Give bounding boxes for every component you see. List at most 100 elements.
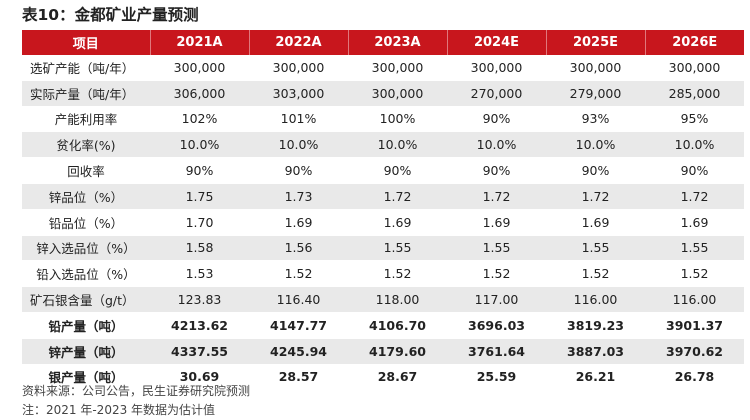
header-2025e: 2025E: [545, 30, 645, 55]
table-cell: 90%: [348, 157, 447, 184]
table-cell: 3819.23: [546, 312, 645, 339]
table-cell: 303,000: [249, 80, 348, 107]
table-row: 矿石银含量（g/t） 123.83 116.40 118.00 117.00 116.00…: [22, 286, 744, 313]
table-cell: 10.0%: [645, 131, 744, 159]
table-cell: 1.52: [546, 260, 645, 288]
row-label: 锌入选品位（%）: [22, 235, 150, 262]
table-cell: 28.67: [348, 364, 447, 391]
table-cell: 102%: [150, 106, 249, 133]
table-cell: 4147.77: [249, 312, 348, 339]
table-cell: 28.57: [249, 364, 348, 391]
row-label: 铅入选品位（%）: [22, 260, 150, 288]
table-cell: 26.21: [546, 364, 645, 391]
table-cell: 1.72: [348, 183, 447, 210]
table-cell: 93%: [546, 106, 645, 133]
table-cell: 1.55: [645, 235, 744, 262]
table-cell: 3887.03: [546, 338, 645, 365]
table-row: 锌入选品位（%） 1.58 1.56 1.55 1.55 1.55 1.55: [22, 235, 744, 262]
table-row: 银产量（吨） 30.69 28.57 28.67 25.59 26.21 26.78: [22, 364, 744, 391]
table-cell: 118.00: [348, 286, 447, 313]
table-cell: 1.72: [645, 183, 744, 210]
table-cell: 300,000: [546, 55, 645, 81]
table-cell: 4245.94: [249, 338, 348, 365]
table-row: 实际产量（吨/年） 306,000 303,000 300,000 270,000 279…: [22, 80, 744, 107]
estimate-note: 注：2021 年-2023 年数据为估计值: [22, 403, 216, 417]
table-cell: 100%: [348, 106, 447, 133]
table-row: 产能利用率 102% 101% 100% 90% 93% 95%: [22, 106, 744, 133]
table-row: 铅入选品位（%） 1.53 1.52 1.52 1.52 1.52 1.52: [22, 260, 744, 288]
header-item: 项目: [22, 30, 150, 55]
table-cell: 1.70: [150, 209, 249, 236]
table-cell: 4337.55: [150, 338, 249, 365]
header-2023a: 2023A: [347, 30, 447, 55]
row-label: 铅产量（吨）: [22, 312, 150, 339]
header-2024e: 2024E: [446, 30, 546, 55]
table-cell: 10.0%: [150, 131, 249, 159]
table-cell: 270,000: [447, 80, 546, 107]
table-cell: 1.58: [150, 235, 249, 262]
table-cell: 90%: [447, 106, 546, 133]
table-cell: 1.69: [249, 209, 348, 236]
table-cell: 3696.03: [447, 312, 546, 339]
row-label: 产能利用率: [22, 106, 150, 133]
table-cell: 300,000: [447, 55, 546, 81]
table-cell: 3761.64: [447, 338, 546, 365]
table-cell: 1.69: [348, 209, 447, 236]
table-cell: 1.72: [447, 183, 546, 210]
table-cell: 10.0%: [348, 131, 447, 159]
table-cell: 1.73: [249, 183, 348, 210]
table-row: 回收率 90% 90% 90% 90% 90% 90%: [22, 157, 744, 184]
row-label: 锌品位（%）: [22, 183, 150, 210]
table-cell: 300,000: [348, 80, 447, 107]
table-cell: 95%: [645, 106, 744, 133]
row-label: 银产量（吨）: [22, 364, 150, 391]
table-row: 锌产量（吨） 4337.55 4245.94 4179.60 3761.64 3887.0…: [22, 338, 744, 365]
table-cell: 300,000: [150, 55, 249, 81]
row-label: 实际产量（吨/年）: [22, 80, 150, 107]
table-cell: 300,000: [645, 55, 744, 81]
production-forecast-table: 项目 2021A 2022A 2023A 2024E 2025E 2026E 选…: [22, 30, 744, 391]
row-label: 贫化率(%): [22, 131, 150, 159]
row-label: 回收率: [22, 157, 150, 184]
table-cell: 90%: [249, 157, 348, 184]
table-cell: 25.59: [447, 364, 546, 391]
table-cell: 306,000: [150, 80, 249, 107]
table-cell: 90%: [546, 157, 645, 184]
table-cell: 117.00: [447, 286, 546, 313]
table-cell: 1.69: [546, 209, 645, 236]
header-2026e: 2026E: [644, 30, 744, 55]
table-cell: 4179.60: [348, 338, 447, 365]
table-cell: 285,000: [645, 80, 744, 107]
table-cell: 116.00: [546, 286, 645, 313]
table-cell: 3970.62: [645, 338, 744, 365]
table-cell: 1.55: [546, 235, 645, 262]
row-label: 铅品位（%）: [22, 209, 150, 236]
table-cell: 30.69: [150, 364, 249, 391]
table-cell: 3901.37: [645, 312, 744, 339]
table-cell: 1.52: [249, 260, 348, 288]
table-row: 选矿产能（吨/年） 300,000 300,000 300,000 300,000 300…: [22, 55, 744, 81]
table-cell: 1.55: [447, 235, 546, 262]
table-cell: 90%: [645, 157, 744, 184]
table-cell: 1.69: [645, 209, 744, 236]
table-cell: 1.69: [447, 209, 546, 236]
header-2022a: 2022A: [248, 30, 348, 55]
footnotes: 资料来源：公司公告，民生证券研究院预测 注：2021 年-2023 年数据为估计…: [22, 382, 250, 420]
table-cell: 1.52: [645, 260, 744, 288]
table-cell: 4106.70: [348, 312, 447, 339]
header-row: 项目 2021A 2022A 2023A 2024E 2025E 2026E: [22, 30, 744, 55]
table-cell: 116.00: [645, 286, 744, 313]
table-cell: 1.75: [150, 183, 249, 210]
table-cell: 1.56: [249, 235, 348, 262]
table-row: 铅品位（%） 1.70 1.69 1.69 1.69 1.69 1.69: [22, 209, 744, 236]
header-2021a: 2021A: [149, 30, 249, 55]
table-cell: 1.52: [447, 260, 546, 288]
table-cell: 300,000: [348, 55, 447, 81]
table-cell: 300,000: [249, 55, 348, 81]
table-cell: 10.0%: [447, 131, 546, 159]
table-cell: 10.0%: [249, 131, 348, 159]
table-cell: 279,000: [546, 80, 645, 107]
row-label: 矿石银含量（g/t）: [22, 286, 150, 313]
table-cell: 4213.62: [150, 312, 249, 339]
table-cell: 123.83: [150, 286, 249, 313]
